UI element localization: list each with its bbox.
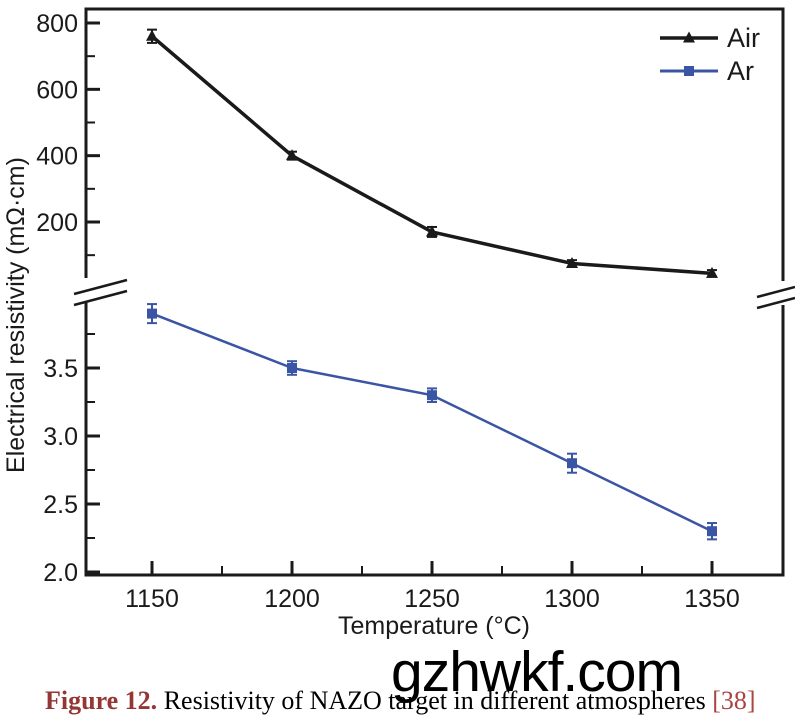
svg-text:200: 200	[36, 209, 78, 237]
watermark: gzhwkf.com	[391, 640, 683, 704]
svg-text:3.5: 3.5	[43, 355, 78, 383]
svg-text:Temperature (°C): Temperature (°C)	[338, 612, 530, 640]
caption-english: Figure 12. Resistivity of NAZO target in…	[6, 651, 756, 722]
y-axis-title: Electrical resistivity (mΩ·cm)	[2, 157, 30, 473]
svg-text:1250: 1250	[404, 585, 460, 613]
y-axis-lower: 2.0 2.5 3.0 3.5	[43, 333, 100, 587]
svg-text:2.5: 2.5	[43, 491, 78, 519]
caption-label-en: Figure 12.	[45, 686, 158, 715]
svg-text:2.0: 2.0	[43, 559, 78, 587]
figure-caption: Figure 12. Resistivity of NAZO target in…	[6, 651, 756, 722]
svg-text:1350: 1350	[684, 585, 740, 613]
caption-ref-link-en[interactable]: [38]	[712, 686, 756, 715]
axis-break	[73, 278, 795, 310]
plot-frame	[84, 7, 785, 577]
svg-text:1300: 1300	[544, 585, 600, 613]
svg-text:800: 800	[36, 10, 78, 38]
svg-text:Ar: Ar	[727, 56, 754, 86]
ar-series	[147, 303, 717, 541]
svg-text:1150: 1150	[125, 585, 179, 613]
resistivity-chart: 1150 1200 1250 1300 1350 200 400 600 800 2.0 2.5 3.…	[2, 7, 795, 640]
x-axis-title: Temperature (°C)	[338, 612, 530, 640]
svg-text:3.0: 3.0	[43, 423, 78, 451]
svg-text:Electrical resistivity (mΩ·cm): Electrical resistivity (mΩ·cm)	[2, 157, 30, 473]
svg-text:600: 600	[36, 76, 78, 104]
y-axis-upper: 200 400 600 800	[36, 10, 100, 257]
caption-text-en: Resistivity of NAZO target in different …	[157, 686, 713, 715]
air-series	[146, 28, 718, 278]
svg-text:Air: Air	[727, 23, 760, 53]
svg-text:400: 400	[36, 143, 78, 171]
svg-text:1200: 1200	[264, 585, 320, 613]
x-axis: 1150 1200 1250 1300 1350	[125, 561, 740, 613]
